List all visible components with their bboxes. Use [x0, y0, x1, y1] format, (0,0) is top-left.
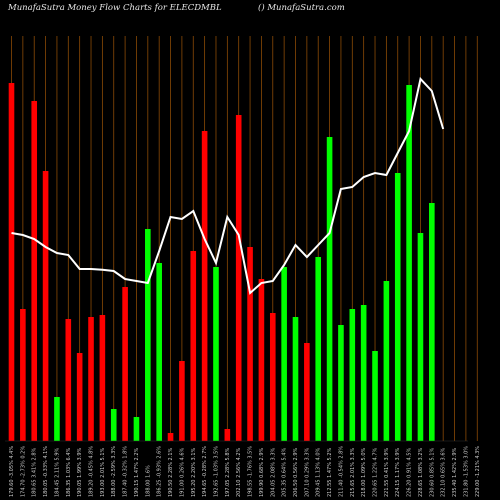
money-flow-bar: [269, 313, 276, 441]
money-flow-bar: [110, 409, 117, 441]
money-flow-bar: [394, 173, 401, 441]
x-tick-label: 186.25 -0.93% 2.6%: [157, 446, 163, 497]
money-flow-bar: [258, 279, 265, 441]
x-tick-label: 186.35 1.03% 6.4%: [66, 447, 72, 497]
money-flow-bar: [42, 171, 49, 441]
x-tick-label: 207.10 0.29% 3.3%: [304, 447, 310, 497]
x-tick-label: 211.40 -0.54% 2.8%: [338, 446, 344, 497]
x-tick-label: 220.65 1.22% 4.7%: [373, 447, 379, 497]
money-flow-bar: [156, 263, 162, 441]
x-tick-label: 221.55 0.41% 3.9%: [384, 447, 390, 497]
money-flow-bar: [76, 353, 83, 441]
x-tick-label: 198.55 -1.76% 3.5%: [248, 446, 254, 497]
money-flow-bar: [349, 309, 356, 441]
x-tick-label: 180.65 3.41% 2.8%: [32, 447, 38, 497]
x-tick-label: 189.20 -0.45% 4.8%: [89, 446, 95, 497]
price-line: [11, 76, 445, 295]
money-flow-bar: [292, 317, 299, 441]
x-tick-label: 190.05 1.99% 3.9%: [77, 447, 83, 497]
x-tick-label: 224.15 1.17% 3.9%: [395, 447, 401, 497]
money-flow-bar: [133, 417, 140, 441]
x-tick-label: 195.20 2.20% 3.1%: [191, 447, 197, 497]
money-flow-bar: [372, 351, 378, 441]
money-flow-bar: [247, 247, 253, 441]
money-flow-bar: [406, 85, 412, 441]
money-flow-bar: [122, 287, 128, 441]
x-tick-label: 226.20 0.91% 4.5%: [407, 447, 413, 497]
x-tick-label: 205.35 0.64% 5.4%: [282, 447, 288, 497]
x-tick-label: 188.00 1.6%: [145, 465, 151, 497]
x-tick-label: 209.45 1.13% 4.0%: [316, 447, 322, 497]
money-flow-bar: [167, 433, 174, 441]
money-flow-bar: [326, 137, 333, 441]
chart-title-left: MunafaSutra Money Flow Charts for ELECDM…: [8, 3, 222, 13]
x-tick-label: 218.00 1.09% 5.0%: [361, 447, 367, 497]
x-tick-label: 197.05 2.28% 5.8%: [225, 447, 231, 497]
money-flow-bar: [88, 317, 94, 441]
money-flow-bar: [179, 361, 185, 441]
money-flow-bar: [235, 115, 242, 441]
x-tick-label: 235.40 1.42% 2.9%: [452, 447, 458, 497]
x-tick-label: 174.70 -2.73% 0.2%: [20, 446, 26, 497]
money-flow-bar: [20, 309, 26, 441]
x-tick-label: 180.05 -0.33% 4.1%: [43, 446, 49, 497]
money-flow-bar: [8, 83, 15, 441]
money-flow-bar: [383, 281, 390, 441]
money-flow-bar: [281, 267, 287, 441]
x-tick-label: 193.00 2.01% 5.1%: [100, 447, 106, 497]
money-flow-bar: [224, 429, 231, 441]
x-tick-label: 184.45 2.11% 5.9%: [54, 447, 60, 497]
x-tick-label: 204.05 2.08% 3.3%: [270, 447, 276, 497]
money-flow-bar: [65, 319, 72, 441]
money-flow-bar: [429, 203, 435, 441]
money-flow-bar: [213, 267, 219, 441]
x-tick-label: 190.50 2.28% 2.1%: [168, 447, 174, 497]
money-flow-bar: [338, 325, 344, 441]
x-tick-label: 231.80 -1.53% 3.0%: [463, 446, 469, 497]
money-flow-bars: [8, 83, 435, 441]
x-tick-label: 192.65 -1.03% 3.5%: [213, 446, 219, 497]
money-flow-bar: [360, 305, 367, 441]
money-flow-bar: [54, 397, 60, 441]
x-tick-label: 199.90 0.68% 2.9%: [259, 447, 265, 497]
x-tick-label: 179.60 -3.05% 4.4%: [9, 446, 15, 497]
money-flow-bar: [304, 343, 310, 441]
x-tick-label: 212.55 1.47% 5.2%: [327, 447, 333, 497]
money-flow-bar: [417, 233, 424, 441]
x-tick-label: 194.65 -0.28% 2.7%: [202, 446, 208, 497]
money-flow-bar: [145, 229, 151, 441]
chart-title-right: () MunafaSutra.com: [258, 3, 345, 13]
money-flow-bar: [315, 257, 322, 441]
x-tick-label: 232.10 0.65% 3.6%: [441, 447, 447, 497]
x-tick-label: 206.50 0.56% 2.9%: [293, 447, 299, 497]
x-tick-labels: 179.60 -3.05% 4.4% 174.70 -2.73% 0.2% 180.…: [9, 446, 481, 497]
x-tick-label: 228.65 1.08% 3.2%: [418, 447, 424, 497]
x-tick-label: 202.10 2.56% 4.2%: [236, 447, 242, 497]
x-tick-label: 188.00 -2.59% 3.3%: [111, 446, 117, 497]
x-tick-label: 190.15 1.47% 2.2%: [134, 447, 140, 497]
x-tick-label: 187.40 -0.32% 1.8%: [123, 446, 129, 497]
x-tick-label: 229.00 -1.21% 4.3%: [475, 446, 481, 497]
money-flow-bar: [31, 101, 38, 441]
x-tick-label: 215.65 2.01% 3.3%: [350, 447, 356, 497]
money-flow-bar: [201, 131, 208, 441]
x-tick-label: 191.00 0.26% 4.6%: [179, 447, 185, 497]
money-flow-bar: [99, 315, 106, 441]
money-flow-bar: [190, 251, 197, 441]
x-tick-label: 230.60 0.85% 5.1%: [429, 447, 435, 497]
